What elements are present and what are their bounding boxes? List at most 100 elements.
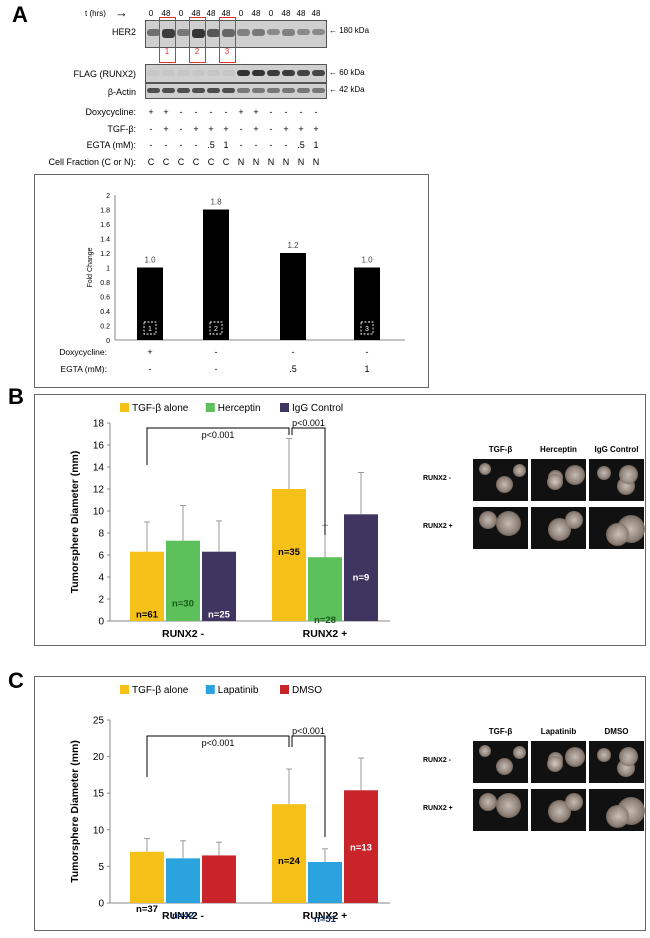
condition-label: Doxycycline: bbox=[59, 347, 107, 357]
bar-value-label: 1.0 bbox=[144, 256, 156, 265]
condition-frac: N bbox=[312, 157, 320, 167]
actin-band bbox=[237, 88, 250, 93]
condition-tgf: + bbox=[208, 124, 214, 134]
bar-value-label: 1.8 bbox=[210, 198, 222, 207]
y-tick-label: 5 bbox=[98, 862, 104, 873]
legend-label: Lapatinib bbox=[218, 685, 259, 696]
condition-dox: - bbox=[269, 107, 273, 117]
actin-kda: ← 42 kDa bbox=[329, 85, 365, 94]
panel-label-a: A bbox=[12, 2, 28, 27]
condition-egta: - bbox=[179, 140, 183, 150]
lane-time: 48 bbox=[281, 9, 291, 18]
y-tick-label: 6 bbox=[98, 551, 104, 562]
flag-kda: ← 60 kDa bbox=[329, 68, 365, 77]
bar-n-label: n=9 bbox=[353, 572, 370, 583]
actin-band bbox=[147, 88, 160, 93]
her2-band bbox=[177, 29, 190, 36]
data-bar bbox=[344, 514, 378, 621]
y-tick-label: 18 bbox=[93, 419, 105, 430]
condition-frac: C bbox=[177, 157, 185, 167]
micrograph-image bbox=[589, 741, 644, 783]
micrograph-column-label: TGF-β bbox=[488, 727, 513, 736]
tumorsphere-blob bbox=[513, 464, 526, 477]
p-value-label: p<0.001 bbox=[292, 418, 325, 428]
y-tick-label: 1 bbox=[106, 266, 110, 273]
legend-swatch bbox=[120, 403, 129, 412]
condition-value: + bbox=[147, 347, 152, 357]
fold-change-bar bbox=[280, 253, 306, 340]
micrograph-column-label: IgG Control bbox=[594, 445, 639, 454]
y-tick-label: 2 bbox=[98, 595, 104, 606]
condition-egta: - bbox=[284, 140, 288, 150]
panel-b-box: TGF-β alone Herceptin IgG Control 0 2 4 6 8 10 12… bbox=[34, 394, 646, 646]
bar-box-marker bbox=[360, 321, 374, 335]
highlight-box-number: 3 bbox=[224, 47, 230, 56]
condition-dox: - bbox=[179, 107, 183, 117]
bar-value-label: 1.2 bbox=[287, 241, 299, 250]
y-tick-label: 1.2 bbox=[100, 251, 110, 258]
condition-dox: - bbox=[209, 107, 213, 117]
bar-n-label: n=51 bbox=[314, 914, 337, 925]
tumorsphere-blob bbox=[619, 465, 638, 484]
condition-dox: - bbox=[314, 107, 318, 117]
p-value-label: p<0.001 bbox=[202, 738, 235, 748]
fold-change-chart-box: 0 0.2 0.4 0.6 0.8 1 1.2 1.4 1.6 1.8 2 Fold Change 1.… bbox=[34, 174, 429, 388]
micrograph-image bbox=[589, 789, 645, 831]
condition-egta: .5 bbox=[207, 140, 215, 150]
flag-band bbox=[297, 70, 310, 76]
her2-band bbox=[147, 29, 160, 37]
her2-band bbox=[192, 29, 205, 39]
y-tick-label: 1.4 bbox=[100, 237, 110, 244]
flag-blot bbox=[145, 64, 327, 83]
condition-egta: 1 bbox=[223, 140, 229, 150]
actin-band bbox=[297, 88, 310, 93]
her2-kda: ← 180 kDa bbox=[329, 26, 370, 35]
herceptin-micrographs: TGF-β Herceptin IgG Control RUNX2 - RUNX2 + bbox=[423, 445, 645, 575]
legend-label: DMSO bbox=[292, 685, 322, 696]
condition-value: 1 bbox=[364, 364, 369, 374]
significance-bracket bbox=[291, 735, 326, 837]
y-tick-label: 12 bbox=[93, 485, 105, 496]
data-bar bbox=[130, 551, 164, 621]
tumorsphere-blob bbox=[513, 746, 526, 759]
condition-tgf: - bbox=[179, 124, 183, 134]
bar-n-label: n=61 bbox=[136, 610, 159, 621]
data-bar bbox=[202, 855, 236, 903]
data-bar bbox=[344, 790, 378, 903]
tumorsphere-blob bbox=[479, 463, 491, 475]
actin-band bbox=[252, 88, 265, 93]
condition-tgf: + bbox=[283, 124, 289, 134]
condition-tgf: + bbox=[253, 124, 259, 134]
panel-label-c: C bbox=[8, 668, 24, 693]
bar-n-label: n=37 bbox=[136, 904, 158, 915]
micrograph-column-label: TGF-β bbox=[488, 445, 513, 454]
micrograph-image bbox=[473, 789, 528, 831]
lane-time: 48 bbox=[296, 9, 306, 18]
condition-egta: - bbox=[149, 140, 153, 150]
condition-tgf: - bbox=[149, 124, 153, 134]
fold-change-bar bbox=[203, 209, 229, 340]
legend-label: IgG Control bbox=[292, 403, 343, 414]
cond-tgf-label: TGF-β: bbox=[107, 124, 136, 134]
fold-change-chart: 0 0.2 0.4 0.6 0.8 1 1.2 1.4 1.6 1.8 2 Fold Change 1.… bbox=[59, 193, 405, 374]
significance-bracket bbox=[291, 427, 326, 535]
micrograph-image bbox=[473, 459, 528, 501]
data-bar bbox=[308, 557, 342, 621]
y-tick-label: 25 bbox=[93, 716, 105, 727]
condition-egta: - bbox=[269, 140, 273, 150]
lane-time: 48 bbox=[251, 9, 261, 18]
condition-value: - bbox=[215, 364, 218, 374]
condition-value: - bbox=[366, 347, 369, 357]
flag-band bbox=[207, 70, 220, 76]
her2-band bbox=[237, 29, 250, 36]
micrograph-image bbox=[531, 459, 586, 501]
micrograph-image bbox=[589, 459, 644, 501]
legend-swatch bbox=[205, 403, 215, 412]
highlight-box-number: 2 bbox=[194, 47, 200, 56]
actin-band bbox=[222, 88, 235, 93]
lane-time: 48 bbox=[191, 9, 201, 18]
tumorsphere-blob bbox=[597, 466, 611, 480]
condition-value: - bbox=[149, 364, 152, 374]
lane-time: 48 bbox=[221, 9, 231, 18]
y-tick-label: 0 bbox=[98, 617, 104, 628]
